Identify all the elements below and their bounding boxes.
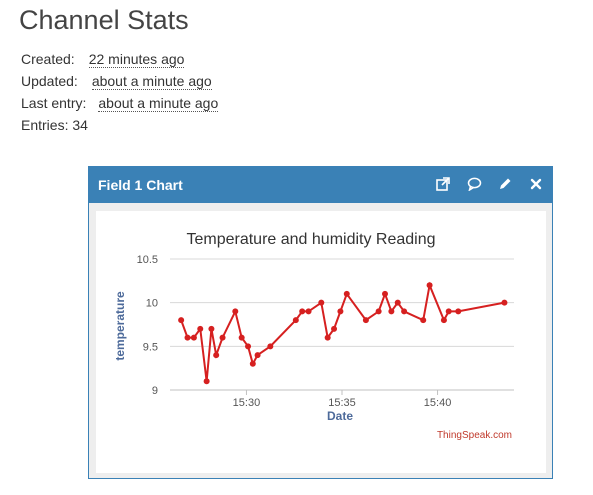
created-label: Created: [21,51,75,67]
x-axis-label: Date [327,409,353,423]
data-point[interactable] [501,299,508,306]
y-axis-label: temperature [113,291,127,361]
data-point[interactable] [238,334,245,341]
created-value[interactable]: 22 minutes ago [88,51,185,68]
channel-stats: Created: 22 minutes ago Updated: about a m… [21,48,219,136]
chart-area: Temperature and humidity Reading 9 9.5 10 1… [96,211,546,473]
data-point[interactable] [249,360,256,367]
last-entry-row: Last entry: about a minute ago [21,92,219,114]
data-point[interactable] [213,352,220,359]
data-point[interactable] [426,282,433,289]
data-point[interactable] [440,317,447,324]
data-point[interactable] [292,317,299,324]
data-point[interactable] [232,308,239,315]
chart-title: Temperature and humidity Reading [186,231,435,248]
updated-value[interactable]: about a minute ago [91,73,212,90]
data-point[interactable] [299,308,306,315]
data-point[interactable] [203,378,210,385]
data-point[interactable] [208,325,215,332]
data-point[interactable] [401,308,408,315]
created-row: Created: 22 minutes ago [21,48,218,70]
data-point[interactable] [362,317,369,324]
data-point[interactable] [375,308,382,315]
series-line [180,281,505,382]
data-point[interactable] [197,325,204,332]
entries-label: Entries: [21,117,69,133]
y-tick-label: 9 [152,385,158,397]
data-series [178,281,508,385]
panel-actions [435,176,544,192]
y-tick-label: 9.5 [143,341,158,353]
data-point[interactable] [337,308,344,315]
data-point[interactable] [382,290,388,297]
data-point[interactable] [388,308,395,315]
page-title: Channel Stats [19,5,189,35]
data-point[interactable] [455,308,462,315]
axes: 9 9.5 10 10.5 15:30 15:35 15:40 [137,254,514,409]
last-entry-value[interactable]: about a minute ago [98,95,219,112]
updated-label: Updated: [21,73,78,89]
temperature-line-chart: Temperature and humidity Reading 9 9.5 10 1… [113,231,514,441]
data-point[interactable] [331,325,338,332]
panel-title: Field 1 Chart [98,177,183,193]
data-point[interactable] [219,334,226,341]
grid-lines [170,258,514,391]
close-icon[interactable] [528,176,544,192]
entries-value: 34 [72,117,88,133]
x-tick-label: 15:30 [233,397,261,409]
data-point[interactable] [394,299,401,306]
data-point[interactable] [305,308,312,315]
field-1-chart-panel: Field 1 Chart Temperature and humidity R… [88,166,553,479]
last-entry-label: Last entry: [21,95,87,111]
panel-header: Field 1 Chart [89,167,552,203]
x-tick-label: 15:40 [424,397,452,409]
updated-row: Updated: about a minute ago [21,70,218,92]
data-point[interactable] [254,352,261,359]
data-point[interactable] [184,334,191,341]
y-tick-label: 10 [146,298,158,310]
x-tick-label: 15:35 [328,397,356,409]
thingspeak-credit[interactable]: ThingSpeak.com [437,430,512,441]
pencil-icon[interactable] [497,176,513,192]
y-tick-label: 10.5 [137,254,158,266]
data-point[interactable] [267,343,274,350]
data-point[interactable] [445,308,452,315]
data-point[interactable] [420,317,427,324]
data-point[interactable] [343,290,350,297]
external-link-icon[interactable] [435,176,451,192]
data-point[interactable] [324,334,331,341]
data-point[interactable] [245,343,252,350]
comment-icon[interactable] [466,176,482,192]
entries-row: Entries: 34 [21,114,218,136]
data-point[interactable] [178,317,185,324]
data-point[interactable] [190,334,197,341]
data-point[interactable] [318,299,325,306]
